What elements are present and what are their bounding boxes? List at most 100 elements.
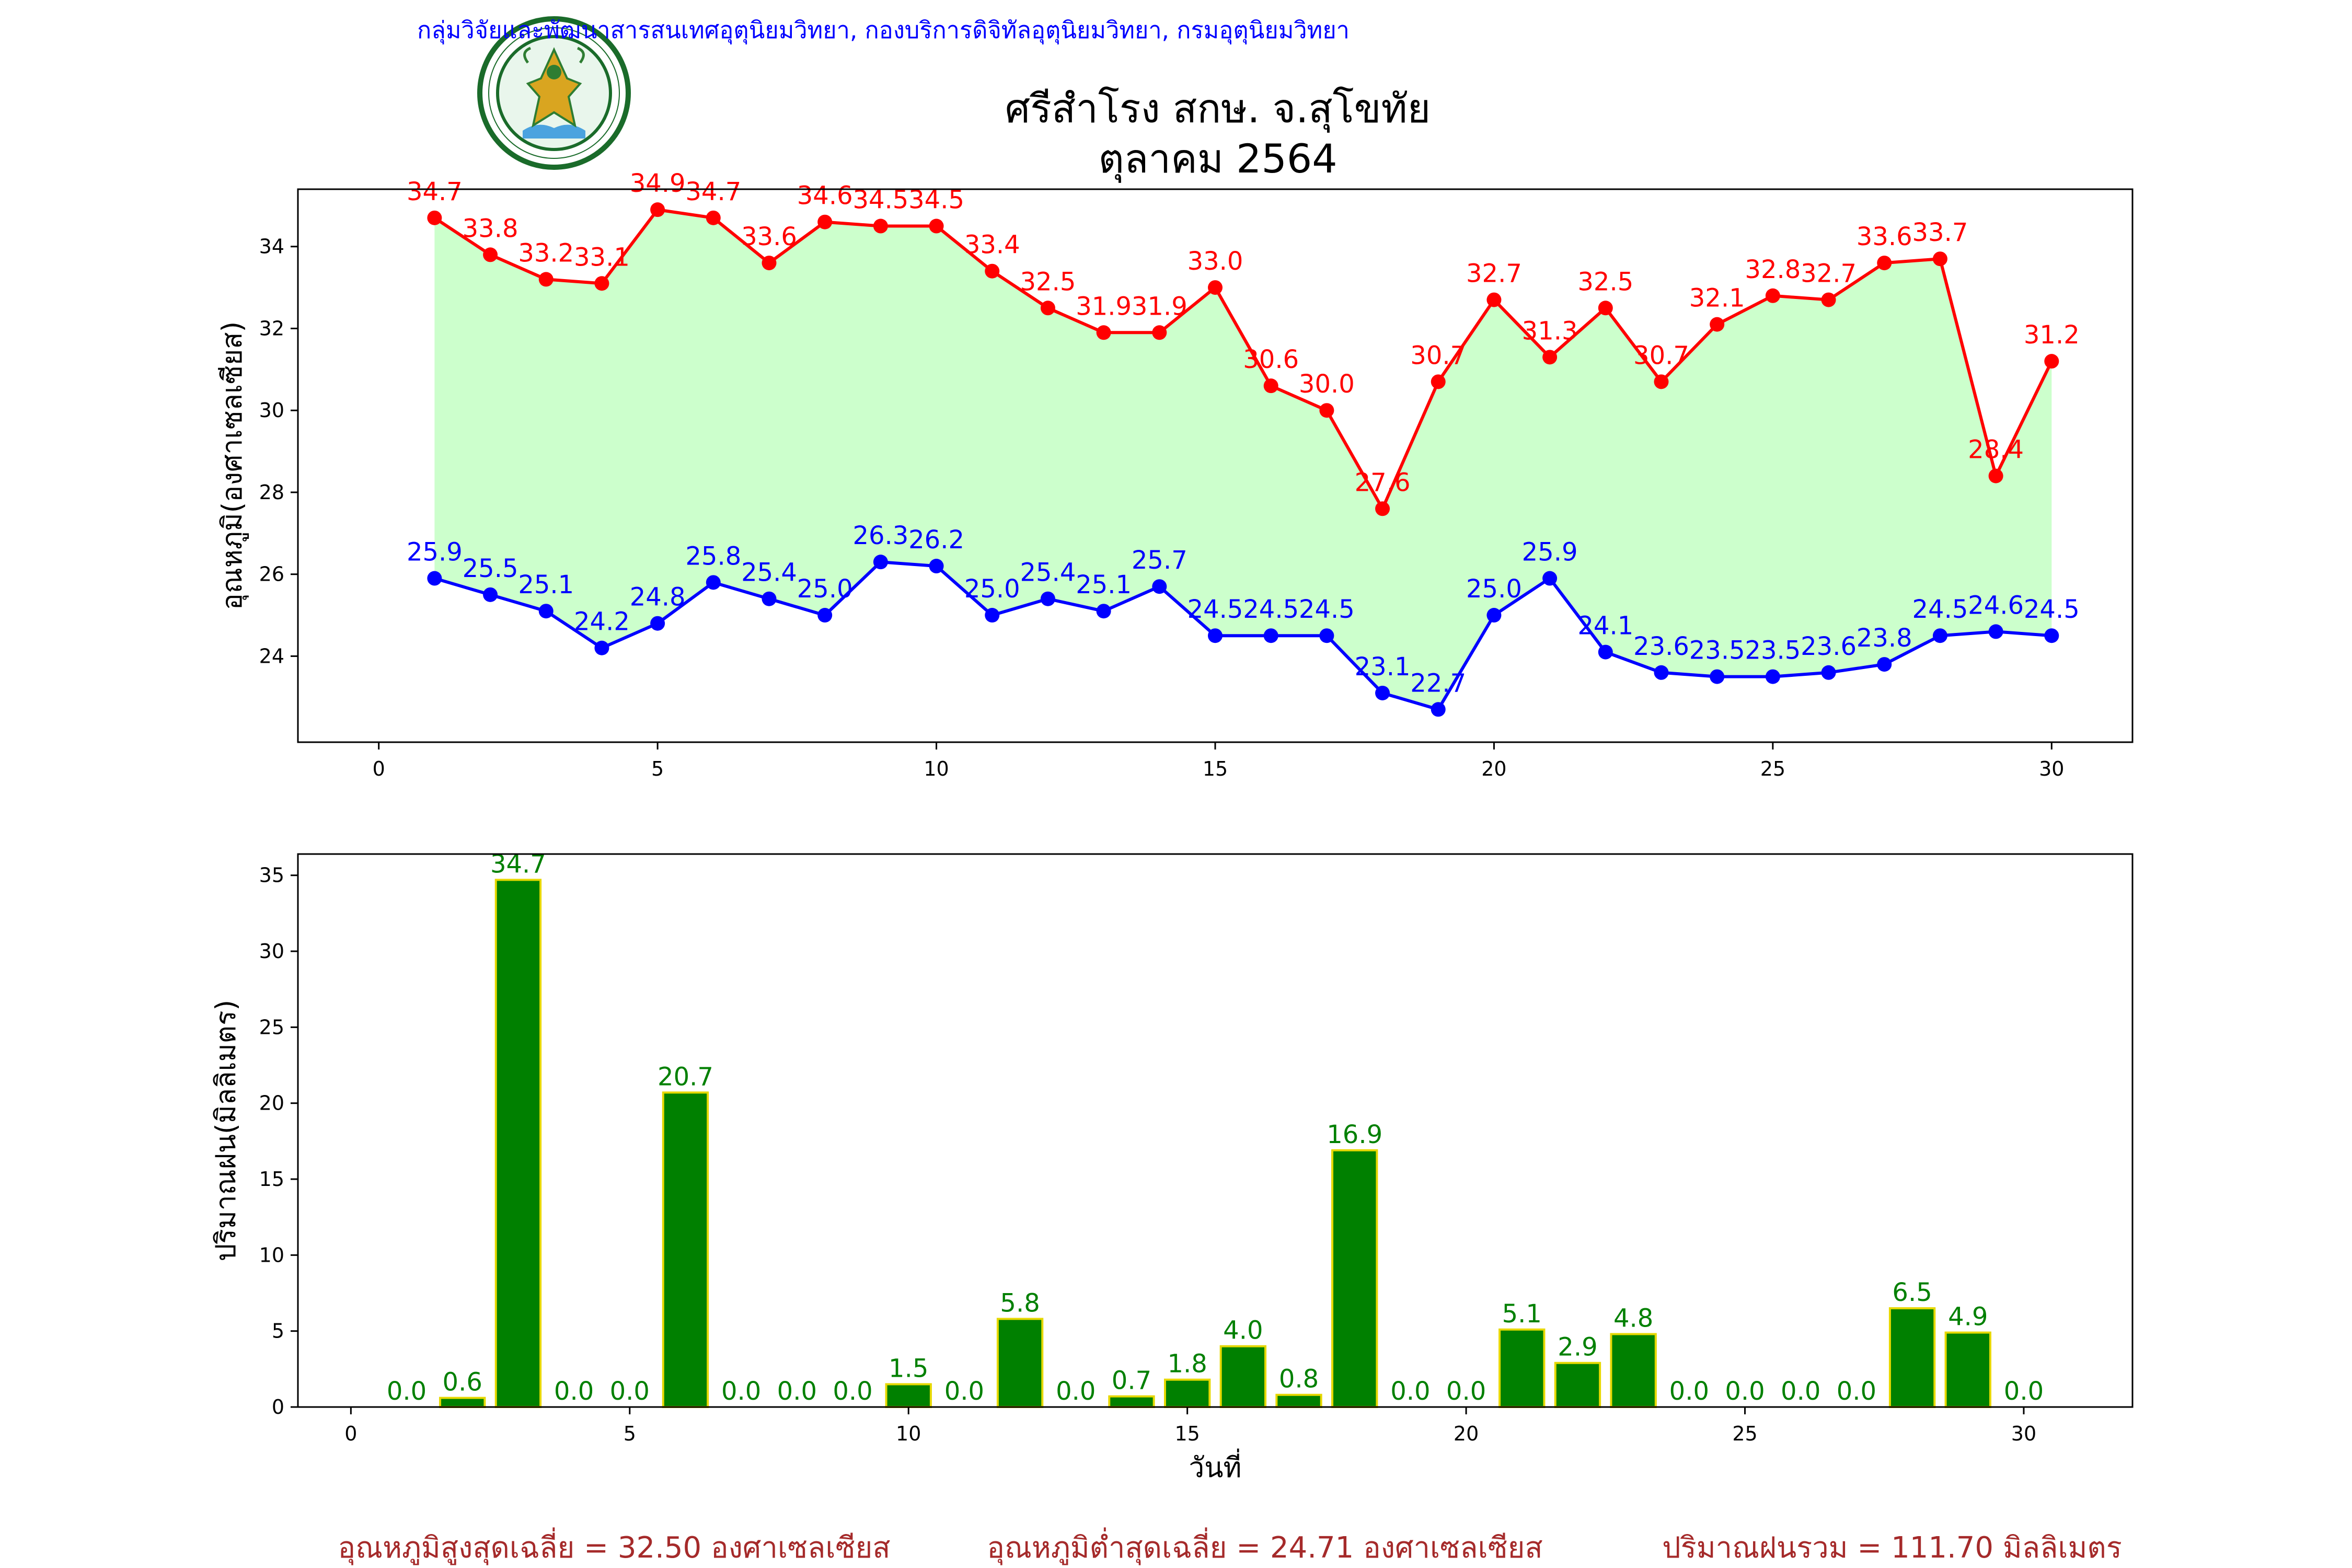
min-temperature-point xyxy=(985,608,1000,623)
min-temperature-value-label: 25.4 xyxy=(741,558,797,587)
min-temperature-point xyxy=(1208,628,1223,643)
min-temperature-value-label: 23.6 xyxy=(1633,632,1689,661)
max-temperature-value-label: 32.7 xyxy=(1801,259,1857,289)
rainfall-plot: 0.0 0.634.70.0 0.020.70.0 0.0 0.01.50.05.80.… xyxy=(210,849,2134,1484)
min-temperature-value-label: 24.5 xyxy=(1243,595,1299,624)
max-temperature-point xyxy=(1208,280,1223,295)
rainfall-value-label: 1.5 xyxy=(889,1354,928,1383)
min-temperature-point xyxy=(1486,608,1502,623)
max-temperature-value-label: 34.5 xyxy=(908,186,964,215)
min-temperature-value-label: 24.5 xyxy=(1187,595,1243,624)
rainfall-value-label: 0.0 xyxy=(1446,1377,1486,1406)
max-temperature-point xyxy=(594,276,609,291)
min-temperature-point xyxy=(650,616,665,631)
rainfall-y-tick-label: 20 xyxy=(259,1092,284,1115)
rainfall-y-tick-label: 25 xyxy=(259,1016,284,1039)
min-temperature-point xyxy=(1152,579,1167,594)
chart-period-title: ตุลาคม 2564 xyxy=(1098,135,1337,183)
rainfall-x-tick-label: 30 xyxy=(2011,1422,2036,1445)
min-temperature-point xyxy=(1932,628,1947,643)
max-temperature-point xyxy=(1988,468,2003,483)
rainfall-x-tick-label: 25 xyxy=(1732,1422,1757,1445)
max-temperature-point xyxy=(1152,325,1167,340)
rainfall-value-label: 6.5 xyxy=(1892,1278,1932,1307)
rainfall-x-tick-label: 10 xyxy=(896,1422,921,1445)
rainfall-x-tick-label: 0 xyxy=(344,1422,357,1445)
max-temperature-point xyxy=(1375,501,1390,516)
rainfall-bar xyxy=(1108,1395,1155,1408)
min-temperature-value-label: 24.2 xyxy=(574,607,630,637)
min-temperature-value-label: 22.7 xyxy=(1410,668,1466,698)
rainfall-value-label: 0.0 xyxy=(721,1377,761,1406)
min-temperature-point xyxy=(762,591,777,606)
min-temperature-value-label: 24.8 xyxy=(630,583,686,612)
rainfall-value-label: 0.0 xyxy=(2004,1377,2044,1406)
min-temperature-point xyxy=(538,604,554,619)
max-temperature-point xyxy=(1710,317,1725,332)
temperature-x-tick-label: 5 xyxy=(651,757,664,780)
max-temperature-value-label: 31.9 xyxy=(1076,292,1132,321)
summary-avg-max: อุณหภูมิสูงสุดเฉลี่ย = 32.50 องศาเซลเซีย… xyxy=(338,1527,890,1565)
rainfall-value-label: 0.0 xyxy=(1669,1377,1709,1406)
temperature-y-tick-label: 28 xyxy=(259,481,284,504)
rainfall-x-tick-label: 5 xyxy=(624,1422,636,1445)
max-temperature-point xyxy=(1542,350,1558,365)
min-temperature-value-label: 26.3 xyxy=(852,521,908,550)
max-temperature-point xyxy=(929,218,944,234)
rainfall-value-label: 20.7 xyxy=(658,1062,713,1091)
min-temperature-value-label: 25.9 xyxy=(1522,538,1578,567)
rainfall-bar xyxy=(885,1383,932,1409)
max-temperature-point xyxy=(1096,325,1111,340)
max-temperature-point xyxy=(817,214,833,229)
max-temperature-point xyxy=(650,202,665,217)
min-temperature-value-label: 26.2 xyxy=(908,525,964,555)
rainfall-bar xyxy=(1888,1307,1936,1409)
min-temperature-value-label: 25.5 xyxy=(463,554,518,583)
rainfall-value-label: 2.9 xyxy=(1558,1333,1597,1362)
header-department: กลุ่มวิจัยและพัฒนาสารสนเทศอุตุนิยมวิทยา,… xyxy=(417,16,1350,44)
rainfall-bar xyxy=(1498,1328,1546,1408)
temperature-x-tick-label: 25 xyxy=(1760,757,1785,780)
rainfall-value-label: 4.8 xyxy=(1613,1304,1653,1333)
max-temperature-value-label: 31.2 xyxy=(2024,320,2080,350)
max-temperature-point xyxy=(1654,374,1669,389)
max-temperature-point xyxy=(762,256,777,271)
rainfall-value-label: 0.0 xyxy=(387,1377,426,1406)
department-logo xyxy=(477,16,631,170)
min-temperature-point xyxy=(1542,571,1558,586)
min-temperature-value-label: 25.7 xyxy=(1132,546,1187,575)
min-temperature-value-label: 23.5 xyxy=(1689,636,1745,665)
rainfall-value-label: 0.0 xyxy=(944,1377,984,1406)
min-temperature-value-label: 23.1 xyxy=(1355,652,1411,682)
rainfall-value-label: 0.0 xyxy=(610,1377,650,1406)
temperature-y-tick-label: 34 xyxy=(259,235,284,258)
rainfall-value-label: 0.0 xyxy=(1781,1377,1820,1406)
min-temperature-point xyxy=(1375,685,1390,700)
min-temperature-point xyxy=(817,608,833,623)
min-temperature-point xyxy=(2044,628,2059,643)
rainfall-y-tick-label: 15 xyxy=(259,1168,284,1191)
rainfall-y-tick-label: 10 xyxy=(259,1243,284,1266)
rainfall-bar xyxy=(1275,1393,1322,1409)
max-temperature-value-label: 32.5 xyxy=(1577,267,1633,296)
rainfall-value-label: 5.1 xyxy=(1502,1299,1542,1329)
min-temperature-value-label: 25.9 xyxy=(407,538,463,567)
min-temperature-value-label: 24.1 xyxy=(1577,612,1633,641)
temperature-x-tick-label: 30 xyxy=(2039,757,2064,780)
rainfall-bar xyxy=(1331,1149,1378,1408)
min-temperature-value-label: 25.1 xyxy=(1076,570,1132,599)
max-temperature-value-label: 33.2 xyxy=(518,238,574,268)
rainfall-bar xyxy=(996,1318,1044,1408)
max-temperature-value-label: 27.6 xyxy=(1355,468,1411,497)
min-temperature-value-label: 25.4 xyxy=(1020,558,1076,587)
min-temperature-value-label: 25.0 xyxy=(797,574,853,604)
temperature-y-tick-label: 24 xyxy=(259,644,284,667)
max-temperature-point xyxy=(483,247,498,262)
max-temperature-value-label: 33.6 xyxy=(741,222,797,251)
rainfall-bar xyxy=(494,879,542,1408)
max-temperature-value-label: 28.4 xyxy=(1968,435,2024,465)
rainfall-y-tick-label: 30 xyxy=(259,940,284,963)
max-temperature-value-label: 34.5 xyxy=(852,186,908,215)
temperature-y-tick-label: 26 xyxy=(259,563,284,586)
